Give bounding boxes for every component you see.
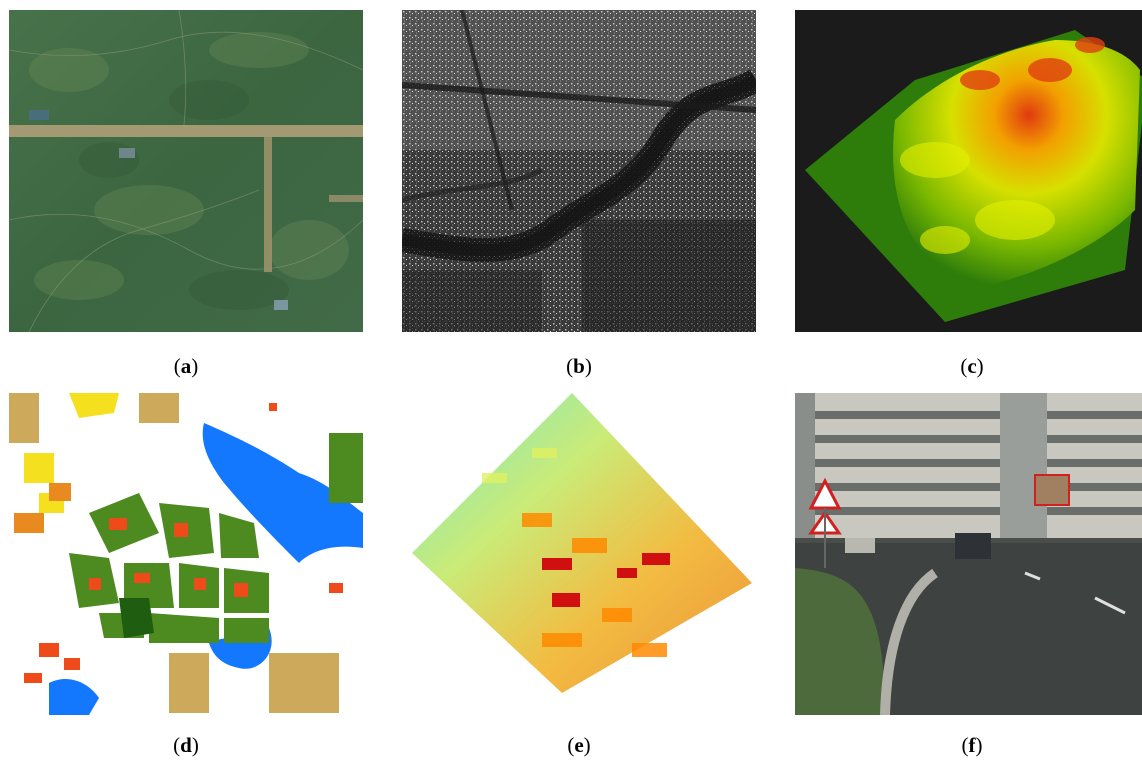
land-use-map xyxy=(9,393,363,715)
point-cloud xyxy=(402,393,756,715)
point-cloud-panel xyxy=(402,393,756,715)
caption-a: (a) xyxy=(173,354,199,378)
satellite-image xyxy=(9,10,363,332)
caption-e: (e) xyxy=(567,733,591,757)
water-body xyxy=(202,423,363,563)
sar-image-panel xyxy=(402,10,756,332)
elevation-model-panel xyxy=(795,10,1142,332)
street-photo xyxy=(795,393,1142,715)
car xyxy=(955,533,991,559)
sar-image xyxy=(402,10,756,332)
caption-c: (c) xyxy=(960,354,984,378)
caption-f: (f) xyxy=(961,733,983,757)
street-photo-panel xyxy=(795,393,1142,715)
land-use-map-panel xyxy=(9,393,363,715)
caption-d: (d) xyxy=(173,733,199,757)
grass-verge xyxy=(795,568,885,715)
satellite-image-panel xyxy=(9,10,363,332)
elevation-model xyxy=(795,10,1142,332)
highway-strip xyxy=(9,125,363,137)
caption-b: (b) xyxy=(566,354,592,378)
